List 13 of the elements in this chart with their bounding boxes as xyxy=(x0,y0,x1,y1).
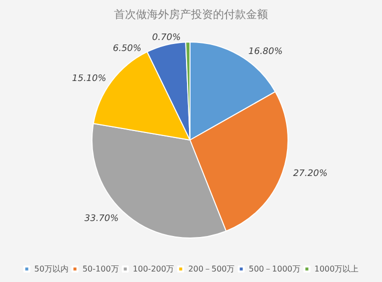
legend-label: 100-200万 xyxy=(132,264,174,274)
legend-label: 500－1000万 xyxy=(248,264,300,274)
data-label: 15.10% xyxy=(72,74,106,84)
legend-label: 50万以内 xyxy=(34,264,68,274)
chart-title: 首次做海外房产投资的付款金额 xyxy=(114,8,268,21)
legend-label: 1000万以上 xyxy=(314,264,359,274)
data-label: 6.50% xyxy=(112,44,142,54)
data-label: 0.70% xyxy=(152,33,181,44)
data-label: 16.80% xyxy=(248,46,283,57)
data-label: 33.70% xyxy=(84,214,119,224)
data-label: 27.20% xyxy=(293,168,328,179)
legend-label: 50-100万 xyxy=(82,264,119,274)
legend-label: 200－500万 xyxy=(188,264,235,274)
